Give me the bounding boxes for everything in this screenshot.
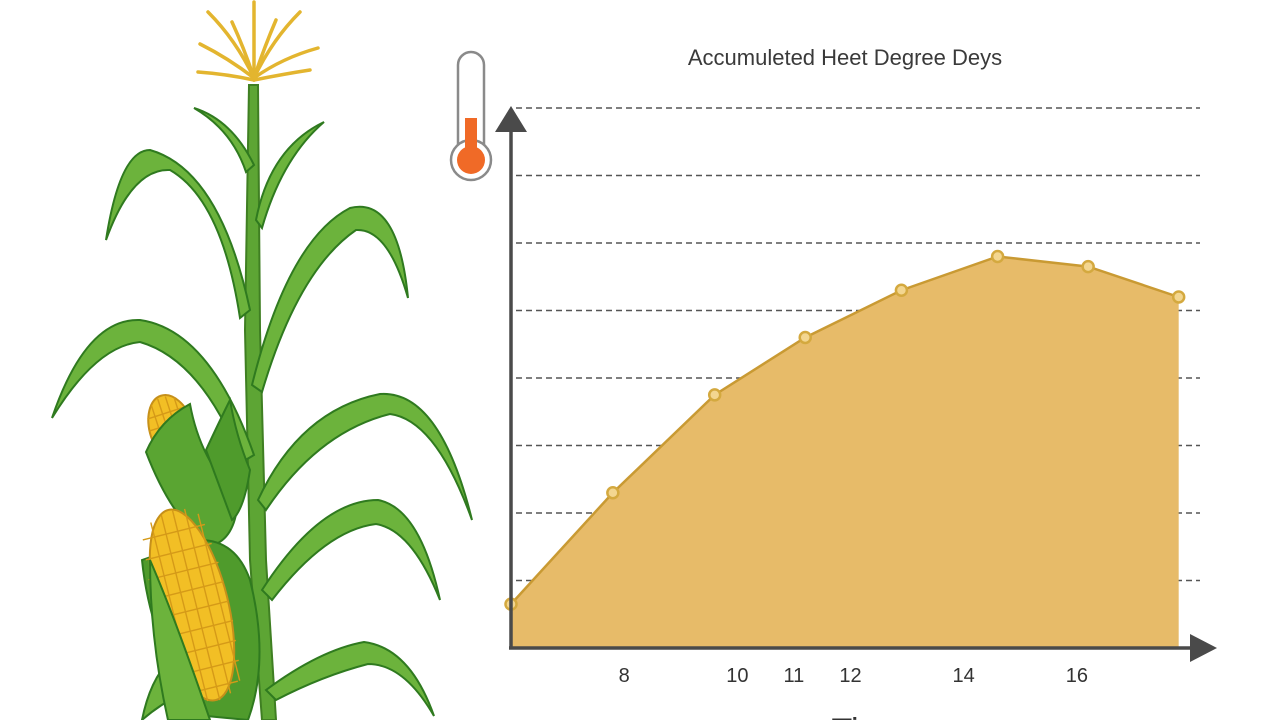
data-point	[894, 283, 909, 297]
corn-plant-illustration	[51, 0, 473, 720]
thermometer-icon	[449, 50, 493, 182]
area-fill	[511, 256, 1179, 648]
corn-tassel	[196, 0, 320, 82]
series-line	[510, 255, 1180, 605]
x-tick-label: 8	[619, 665, 630, 687]
x-tick-label: 10	[726, 665, 748, 687]
chart-title: Accumuleted Heet Degree Deys	[688, 45, 1002, 70]
data-points	[504, 249, 1186, 611]
x-tick-label: 12	[839, 665, 861, 687]
corn-cob-lower	[140, 508, 261, 720]
x-tick-label: 16	[1066, 665, 1088, 687]
data-point	[707, 388, 722, 402]
x-tick-label: 14	[953, 665, 975, 687]
axes	[495, 106, 1217, 662]
data-point	[606, 486, 620, 500]
x-tick-label: 11	[784, 665, 805, 687]
data-point	[1171, 290, 1186, 304]
x-axis-arrow	[1190, 634, 1217, 662]
corn-stalk	[243, 84, 278, 720]
area-layer	[510, 255, 1180, 648]
data-point	[990, 249, 1005, 264]
data-point	[1081, 259, 1095, 274]
x-axis-label: Ti	[831, 712, 858, 720]
data-point	[798, 330, 812, 345]
x-tick-labels: 8 10 11 12 14 16	[619, 665, 1088, 687]
y-axis-arrow	[495, 106, 527, 132]
